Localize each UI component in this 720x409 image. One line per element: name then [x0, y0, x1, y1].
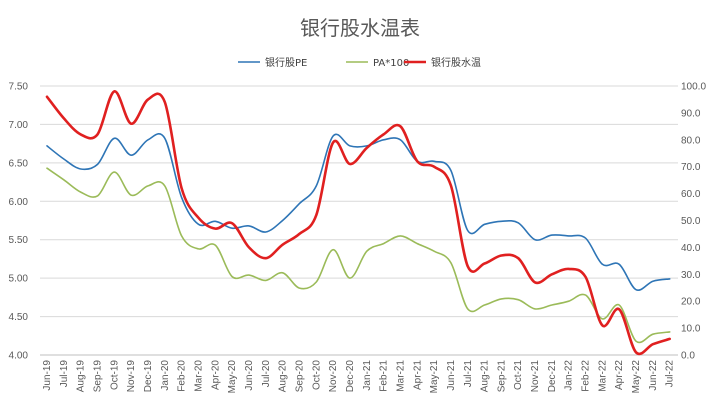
x-tick-label: May-21 [429, 360, 440, 394]
right-tick-label: 60.0 [681, 189, 701, 200]
x-tick-label: Oct-19 [109, 360, 120, 390]
left-tick-label: 5.00 [9, 274, 29, 285]
right-tick-label: 30.0 [681, 270, 701, 281]
right-tick-label: 70.0 [681, 162, 701, 173]
x-tick-label: Mar-22 [597, 360, 608, 392]
x-tick-label: Jun-20 [244, 360, 255, 391]
x-tick-label: Feb-20 [177, 360, 188, 392]
x-tick-label: Jan-22 [564, 360, 575, 391]
right-tick-label: 20.0 [681, 297, 701, 308]
x-tick-label: Nov-19 [126, 360, 137, 393]
legend-label: PA*100 [373, 58, 409, 69]
left-tick-label: 6.00 [9, 197, 29, 208]
right-tick-label: 80.0 [681, 135, 701, 146]
legend-label: 银行股PE [265, 56, 307, 69]
legend: 银行股PE PA*100 银行股水温 [238, 56, 481, 69]
right-tick-label: 90.0 [681, 108, 701, 119]
x-tick-label: Dec-19 [143, 360, 154, 393]
gridlines [40, 85, 678, 356]
left-tick-label: 4.50 [9, 312, 29, 323]
x-tick-label: Jan-20 [160, 360, 171, 391]
x-tick-label: Sep-19 [92, 360, 103, 393]
x-tick-label: Dec-20 [345, 360, 356, 393]
x-tick-label: Mar-20 [193, 360, 204, 392]
right-tick-label: 10.0 [681, 324, 701, 335]
x-tick-label: Dec-21 [547, 360, 558, 393]
x-axis: Jun-19 Jul-19 Aug-19 Sep-19 Oct-19 Nov-19 Dec-… [42, 360, 676, 394]
chart-title: 银行股水温表 [300, 16, 420, 40]
right-tick-label: 50.0 [681, 216, 701, 227]
x-tick-label: Nov-21 [530, 360, 541, 393]
series-line [46, 133, 671, 291]
right-axis: 100.0 90.0 80.0 70.0 60.0 50.0 40.0 30.0 20.0 10.… [681, 82, 706, 362]
x-tick-label: Aug-21 [480, 360, 491, 393]
x-tick-label: May-22 [631, 360, 642, 394]
x-tick-label: Apr-22 [614, 360, 625, 390]
right-tick-label: 100.0 [681, 82, 706, 93]
x-tick-label: Aug-19 [76, 360, 87, 393]
plot-area [45, 90, 671, 356]
series-line [46, 167, 671, 344]
x-tick-label: Jul-21 [463, 360, 474, 388]
x-tick-label: Sep-20 [294, 360, 305, 393]
right-tick-label: 40.0 [681, 243, 701, 254]
x-tick-label: Aug-20 [278, 360, 289, 393]
x-tick-label: Apr-21 [412, 360, 423, 390]
left-tick-label: 4.00 [9, 351, 29, 362]
x-tick-label: May-20 [227, 360, 238, 394]
left-tick-label: 7.00 [9, 120, 29, 131]
x-tick-label: Feb-22 [581, 360, 592, 392]
x-tick-label: Mar-21 [395, 360, 406, 392]
legend-label: 银行股水温 [431, 56, 481, 69]
left-axis: 7.50 7.00 6.50 6.00 5.50 5.00 4.50 4.00 [9, 82, 29, 362]
x-tick-label: Oct-20 [311, 360, 322, 390]
x-tick-label: Oct-21 [513, 360, 524, 390]
left-tick-label: 7.50 [9, 82, 29, 93]
left-tick-label: 5.50 [9, 235, 29, 246]
x-tick-label: Feb-21 [379, 360, 390, 392]
x-tick-label: Jul-22 [665, 360, 676, 388]
x-tick-label: Sep-21 [496, 360, 507, 393]
x-tick-label: Nov-20 [328, 360, 339, 393]
x-tick-label: Jun-19 [42, 360, 53, 391]
x-tick-label: Jan-21 [362, 360, 373, 391]
x-tick-label: Apr-20 [210, 360, 221, 390]
series-line [45, 90, 671, 356]
left-tick-label: 6.50 [9, 158, 29, 169]
x-tick-label: Jul-20 [261, 360, 272, 388]
x-tick-label: Jul-19 [59, 360, 70, 388]
right-tick-label: 0.0 [681, 351, 695, 362]
x-tick-label: Jun-22 [648, 360, 659, 391]
x-tick-label: Jun-21 [446, 360, 457, 391]
